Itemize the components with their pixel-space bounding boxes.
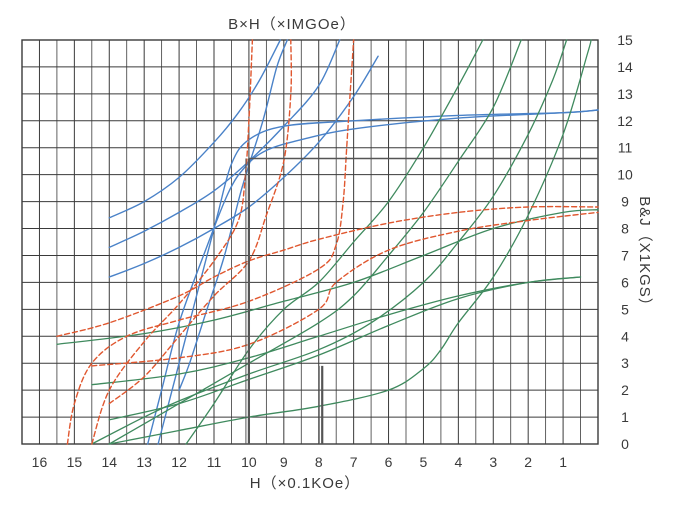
x-tick-label: 14 (101, 454, 117, 470)
energy-product-curve-2 (108, 39, 281, 219)
curve-layer (56, 39, 599, 445)
y-axis-label: B&J（X1KGS） (636, 196, 653, 314)
x-tick-label: 9 (280, 454, 288, 470)
recoil-curve-8 (91, 39, 568, 445)
y-tick-label: 10 (617, 167, 633, 183)
y-tick-label: 12 (617, 113, 633, 129)
x-tick-label: 7 (350, 454, 358, 470)
y-tick-label: 14 (617, 59, 633, 75)
recoil-curve-10 (185, 39, 484, 445)
demagnetization-curve-14 (66, 39, 355, 445)
x-tick-label: 13 (136, 454, 152, 470)
energy-product-curve-3 (108, 39, 341, 249)
demagnetization-curve-15 (91, 39, 254, 445)
y-tick-label: 13 (617, 86, 633, 102)
x-tick-label: 4 (454, 454, 462, 470)
y-tick-label: 0 (621, 436, 629, 452)
x-tick-label: 11 (207, 454, 222, 470)
recoil-curve-9 (108, 39, 522, 445)
demagnetization-curve-16 (108, 39, 293, 405)
y-tick-label: 6 (621, 274, 629, 290)
demagnetization-curve-17 (56, 205, 599, 337)
x-tick-label: 16 (32, 454, 48, 470)
recoil-curve-12 (108, 276, 582, 421)
plot-frame (21, 39, 599, 445)
y-tick-label: 1 (621, 409, 629, 425)
marker-layer (245, 157, 598, 444)
y-tick-label: 11 (618, 140, 633, 156)
x-tick-label: 15 (67, 454, 83, 470)
intrinsic-curve-6 (147, 109, 599, 445)
x-axis-ticks: 16 15 14 13 12 11 10 9 8 7 6 5 4 3 2 1 (32, 454, 568, 470)
plot-grid (21, 39, 599, 445)
x-tick-label: 1 (559, 454, 567, 470)
energy-product-curve-1 (178, 39, 288, 391)
x-tick-label: 12 (171, 454, 187, 470)
intrinsic-curve-5 (157, 109, 599, 445)
chart-title: B×H（×IMGOe） (228, 16, 356, 33)
y-tick-label: 8 (621, 221, 629, 237)
y-tick-label: 3 (621, 355, 629, 371)
y-tick-label: 2 (621, 382, 629, 398)
y-tick-label: 9 (621, 194, 629, 210)
x-tick-label: 3 (489, 454, 497, 470)
recoil-curve-13 (56, 209, 599, 345)
x-tick-label: 5 (420, 454, 428, 470)
x-axis-label: H（×0.1KOe） (250, 475, 360, 492)
y-tick-label: 15 (617, 32, 633, 48)
demagnetization-curve-18 (91, 211, 599, 367)
x-tick-label: 6 (385, 454, 393, 470)
x-tick-label: 10 (241, 454, 257, 470)
x-tick-label: 8 (315, 454, 323, 470)
y-tick-label: 4 (621, 328, 629, 344)
y-tick-label: 5 (621, 301, 629, 317)
y-tick-label: 7 (621, 247, 629, 263)
x-tick-label: 2 (524, 454, 532, 470)
